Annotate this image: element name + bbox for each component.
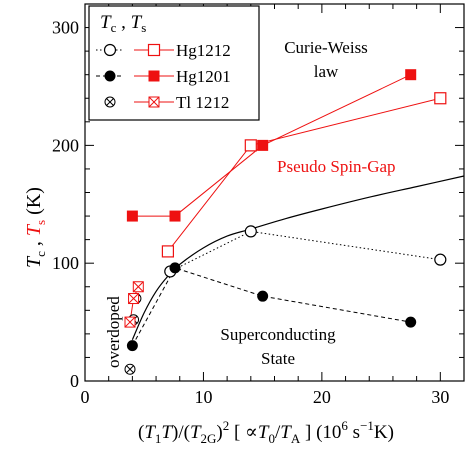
series-line-hg1201-ts [132,74,411,217]
annotation-state: State [261,349,295,368]
data-point-hg1201-ts [257,139,269,151]
legend-label-hg1201: Hg1201 [176,67,231,86]
x-label-t0-sub: 0 [269,431,276,446]
legend-header: Tc , Ts [100,12,146,35]
x-label-p2: )/( [172,422,190,443]
marker-cross-b [128,293,139,304]
x-label-p5-sup: 6 [341,418,348,433]
x-label-ta-sub: A [291,431,301,446]
legend-label-tl1212: Tl 1212 [176,93,229,112]
x-label-t: T [161,422,173,443]
x-tick-label: 0 [81,387,90,407]
curie-weiss-curve [131,175,465,341]
x-label-p6-sup: −1 [360,418,374,433]
x-label-t2: T [190,422,202,443]
data-point-hg1201-tc [405,316,417,328]
data-point-hg1212-tc [434,253,447,266]
annotation-superconducting: Superconducting [220,325,336,344]
marker-cross-b [126,365,134,374]
data-point-hg1212-ts [434,92,447,105]
data-point-tl1212-ts [132,281,144,293]
x-label-p3: ) [216,422,222,443]
x-label-t2-sub: 2G [201,431,217,446]
curve-layer [131,175,465,341]
x-label-p7: K) [374,422,394,443]
series-markers [124,69,447,375]
x-label-p5: ] (10 [300,422,341,443]
annotation-law: law [314,62,339,81]
legend-samples [96,43,174,108]
y-tick-label: 300 [52,18,79,38]
series-line-hg1212-tc [170,230,441,272]
legend-sample-marker-tc [103,43,117,57]
marker-cross-b [132,281,144,293]
data-point-hg1201-tc [169,262,181,274]
data-point-tl1212-ts [124,316,136,328]
legend-sample-marker-ts [148,96,160,108]
legend-sample-marker-ts [147,43,161,57]
x-tick-label: 20 [313,387,331,407]
data-point-hg1201-ts [126,210,138,222]
marker-cross-b [124,316,136,328]
y-label-ts: T [23,223,45,236]
x-label-t0: T [258,422,270,443]
data-point-hg1212-ts [161,245,175,258]
x-label-p6: s [348,422,360,443]
x-label-p1: ( [138,422,144,443]
series-line-hg1201-tc [131,267,411,346]
legend-header-sep: , [116,12,130,33]
marker-cross-b [106,98,114,106]
data-point-hg1212-ts [244,139,257,152]
data-point-hg1201-ts [169,210,181,222]
x-label-t1: T [144,422,156,443]
legend-header-tc: T [100,12,112,33]
data-point-tl1212-ts [128,293,140,305]
legend-box [88,5,260,121]
legend-sample-marker-ts [148,70,160,82]
legend-header-tc-sub: c [111,20,117,35]
y-axis-label: Tc , Ts (K) [23,187,48,268]
legend-header-ts: T [131,12,143,33]
y-label-unit: (K) [23,187,45,220]
legend-sample-marker-tc [104,70,116,82]
data-point-hg1212-tc [244,225,257,238]
data-point-hg1201-tc [126,340,138,352]
x-label-slash: / [275,422,281,443]
x-label-t1-sub: 1 [155,431,162,446]
y-label-sep: , [23,236,45,251]
y-label-tc: T [23,255,45,268]
legend: Tc , Ts Hg1212 Hg1201 Tl 1212 [88,5,260,121]
x-label-p4: [ ∝ [229,422,258,443]
legend-header-ts-sub: s [141,20,146,35]
data-point-hg1201-ts [405,69,417,81]
legend-label-hg1212: Hg1212 [176,41,231,60]
x-axis-label: (T1T)/(T2G)2 [ ∝T0/TA ] (106 s−1K) [138,418,394,446]
data-point-tl1212-tc [124,363,136,375]
y-tick-label: 0 [70,371,79,391]
x-label-p3-sup: 2 [223,418,230,433]
x-tick-label: 10 [194,387,212,407]
x-tick-label: 30 [431,387,449,407]
data-point-hg1201-tc [257,290,269,302]
annotation-overdoped: overdoped [104,296,123,368]
y-label-tc-sub: c [33,251,48,257]
legend-sample-marker-tc [104,96,116,108]
y-tick-label: 100 [52,253,79,273]
x-label-ta: T [280,422,292,443]
marker-cross-b [148,96,160,108]
annotation-pseudo-spin-gap: Pseudo Spin-Gap [277,157,396,176]
y-tick-label: 200 [52,135,79,155]
annotation-curie-weiss: Curie-Weiss [284,38,368,57]
y-label-ts-sub: s [33,220,48,225]
